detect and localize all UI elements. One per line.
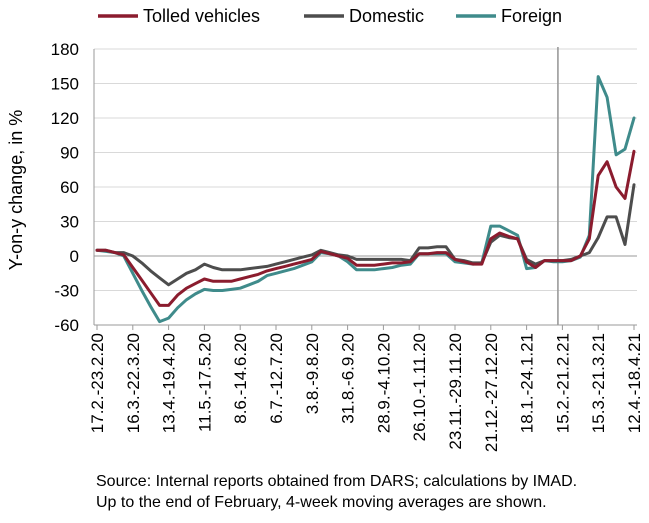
y-tick-label-6: 120 xyxy=(51,109,79,128)
x-tick-label-9: 26.10.-1.11.20 xyxy=(410,333,429,441)
y-tick-label-5: 90 xyxy=(60,144,79,163)
y-tick-label-4: 60 xyxy=(60,178,79,197)
x-tick-label-2: 13.4.-19.4.20 xyxy=(160,333,179,433)
legend-label-2: Foreign xyxy=(501,6,562,26)
legend: Tolled vehicles Domestic Foreign xyxy=(98,6,562,26)
x-tick-label-5: 6.7.-12.7.20 xyxy=(267,333,286,424)
axes xyxy=(93,47,637,326)
legend-label-1: Domestic xyxy=(349,6,424,26)
x-tick-label-0: 17.2.-23.2.20 xyxy=(88,333,107,433)
y-tick-label-2: 0 xyxy=(70,247,79,266)
x-tick-label-6: 3.8.-9.8.20 xyxy=(303,333,322,414)
grid-lines xyxy=(94,48,637,326)
x-tick-label-8: 28.9.-4.10.20 xyxy=(374,333,393,433)
y-tick-label-0: -60 xyxy=(54,316,79,335)
source-note: Source: Internal reports obtained from D… xyxy=(96,471,577,513)
x-tick-label-13: 15.2.-21.2.21 xyxy=(553,333,572,433)
series-lines xyxy=(95,75,636,324)
x-tick-label-15: 12.4.-18.4.21 xyxy=(625,333,644,433)
y-tick-label-8: 180 xyxy=(51,40,79,59)
y-tick-label-7: 150 xyxy=(51,75,79,94)
source-line-1: Source: Internal reports obtained from D… xyxy=(96,473,578,490)
x-tick-label-11: 21.12.-27.12.20 xyxy=(482,333,501,452)
x-tick-label-14: 15.3.-21.3.21 xyxy=(589,333,608,433)
x-axis-ticks: 17.2.-23.2.20 16.3.-22.3.20 13.4.-19.4.20 1… xyxy=(88,325,644,452)
x-tick-label-10: 23.11.-29.11.20 xyxy=(446,333,465,450)
x-tick-label-3: 11.5.-17.5.20 xyxy=(195,333,214,432)
series-line-2 xyxy=(95,75,636,324)
x-tick-label-12: 18.1.-24.1.21 xyxy=(518,333,537,433)
y-axis-label: Y-on-y change, in % xyxy=(6,110,26,270)
y-tick-label-1: -30 xyxy=(54,282,79,301)
legend-label-0: Tolled vehicles xyxy=(143,6,260,26)
series-line-0 xyxy=(95,149,636,307)
y-tick-label-3: 30 xyxy=(60,213,79,232)
x-tick-label-7: 31.8.-6.9.20 xyxy=(339,333,358,424)
x-tick-label-1: 16.3.-22.3.20 xyxy=(124,333,143,433)
y-axis-ticks: -60 -30 0 30 60 90 120 150 180 xyxy=(51,40,79,335)
x-tick-label-4: 8.6.-14.6.20 xyxy=(231,333,250,424)
source-line-2: Up to the end of February, 4-week moving… xyxy=(96,494,547,511)
